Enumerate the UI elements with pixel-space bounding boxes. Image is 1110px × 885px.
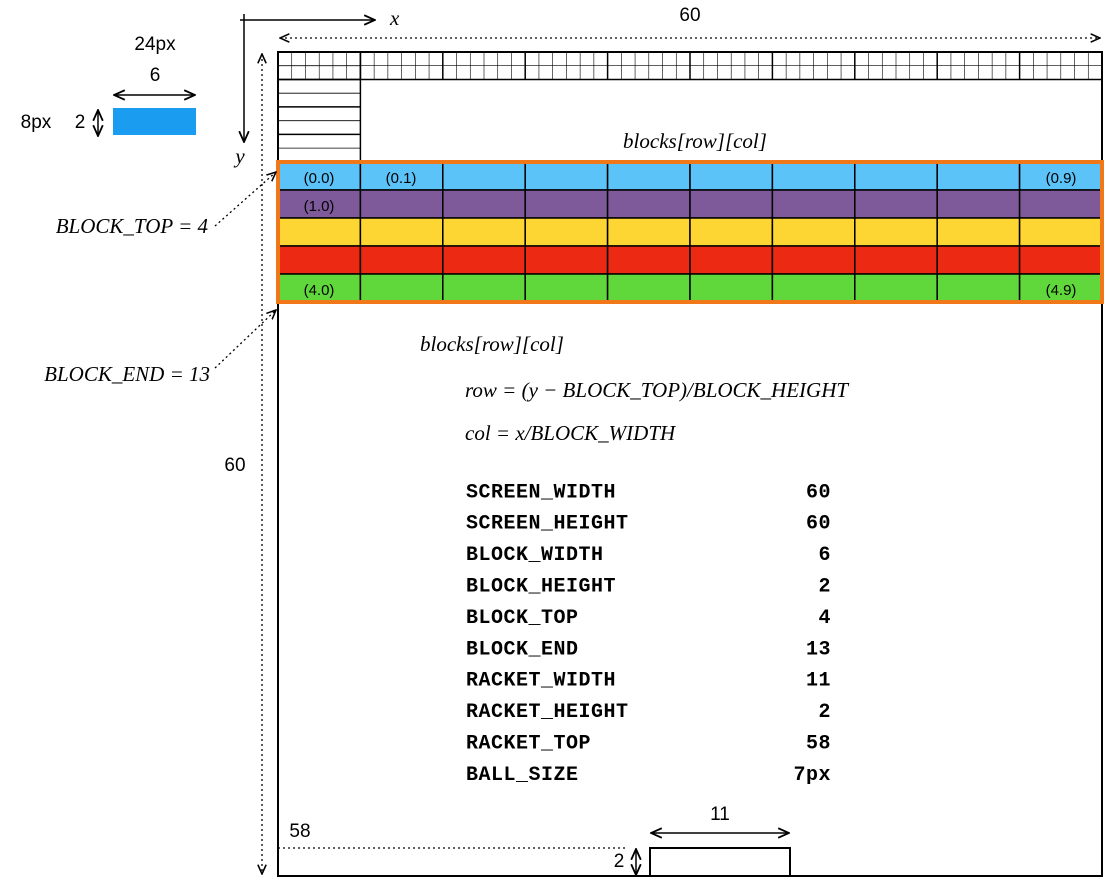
block — [936, 189, 1021, 219]
x-label: x — [389, 6, 400, 30]
block — [689, 245, 774, 275]
block — [606, 161, 691, 191]
block — [854, 189, 938, 219]
constant-value: 2 — [818, 575, 831, 598]
block-label: (0.9) — [1046, 170, 1077, 187]
block — [854, 245, 938, 275]
block — [1018, 217, 1103, 247]
constant-value: 13 — [806, 638, 831, 661]
block — [936, 161, 1021, 191]
block — [524, 273, 609, 303]
block — [606, 217, 691, 247]
block — [1018, 273, 1103, 303]
formula-row: row = (y − BLOCK_TOP)/BLOCK_HEIGHT — [465, 378, 849, 402]
block — [771, 273, 856, 303]
block — [442, 189, 526, 219]
block — [1018, 245, 1103, 275]
constant-name: BALL_SIZE — [466, 764, 579, 787]
block — [442, 217, 526, 247]
block — [689, 161, 774, 191]
constant-name: BLOCK_TOP — [466, 607, 579, 630]
block — [524, 217, 609, 247]
blocks-title: blocks[row][col] — [623, 129, 767, 153]
block-label: (4.9) — [1046, 282, 1077, 299]
block — [277, 161, 362, 191]
block-label: (0.0) — [304, 170, 335, 187]
block — [689, 189, 774, 219]
block — [854, 161, 938, 191]
width-label: 60 — [679, 5, 700, 26]
formula-title: blocks[row][col] — [420, 332, 564, 356]
block-height-px: 8px — [21, 112, 52, 133]
constant-name: RACKET_TOP — [466, 732, 591, 755]
block — [606, 245, 691, 275]
block — [771, 245, 856, 275]
block-top-annotation: BLOCK_TOP = 4 — [56, 214, 209, 238]
constant-name: BLOCK_HEIGHT — [466, 575, 616, 598]
block — [442, 245, 526, 275]
block — [359, 189, 444, 219]
block — [606, 189, 691, 219]
racket-height-label: 2 — [614, 851, 625, 872]
block — [277, 217, 362, 247]
constant-name: BLOCK_WIDTH — [466, 544, 604, 567]
block — [771, 189, 856, 219]
constant-name: BLOCK_END — [466, 638, 579, 661]
block — [359, 245, 444, 275]
block — [1018, 189, 1103, 219]
constant-value: 60 — [806, 481, 831, 504]
constant-value: 6 — [818, 544, 831, 567]
leader-line — [214, 172, 276, 227]
block — [689, 217, 774, 247]
block — [442, 273, 526, 303]
block — [442, 161, 526, 191]
block — [689, 273, 774, 303]
height-label: 60 — [224, 455, 245, 476]
block-width-px: 24px — [134, 34, 176, 55]
block — [277, 273, 362, 303]
constant-name: RACKET_HEIGHT — [466, 701, 629, 724]
block — [606, 273, 691, 303]
constant-name: SCREEN_HEIGHT — [466, 513, 629, 536]
racket — [649, 847, 791, 877]
block — [359, 273, 444, 303]
block — [854, 273, 938, 303]
block — [854, 217, 938, 247]
y-label: y — [233, 144, 245, 168]
block-area-border — [276, 160, 1104, 304]
racket-width-label: 11 — [710, 804, 730, 825]
constant-name: SCREEN_WIDTH — [466, 481, 616, 504]
block — [936, 217, 1021, 247]
blocks — [277, 161, 1103, 303]
constant-name: RACKET_WIDTH — [466, 670, 616, 693]
block-height: 2 — [75, 112, 86, 133]
block — [936, 273, 1021, 303]
constant-value: 4 — [818, 607, 831, 630]
block — [524, 245, 609, 275]
block — [936, 245, 1021, 275]
block — [277, 245, 362, 275]
block-label: (4.0) — [304, 282, 335, 299]
block-label: (1.0) — [304, 198, 335, 215]
block-end-annotation: BLOCK_END = 13 — [44, 362, 210, 386]
block — [771, 161, 856, 191]
leader-line — [214, 310, 276, 369]
constant-value: 11 — [806, 670, 831, 693]
block — [771, 217, 856, 247]
formula-col: col = x/BLOCK_WIDTH — [465, 421, 677, 445]
racket-top-label: 58 — [289, 821, 310, 842]
constant-value: 60 — [806, 513, 831, 536]
constant-value: 58 — [806, 732, 831, 755]
block — [1018, 161, 1103, 191]
constants-table: SCREEN_WIDTH 60 SCREEN_HEIGHT 60 BLOCK_WIDTH… — [466, 481, 831, 787]
block-label: (0.1) — [386, 170, 417, 187]
constant-value: 7px — [793, 764, 831, 787]
block — [524, 189, 609, 219]
block — [524, 161, 609, 191]
block — [359, 217, 444, 247]
constant-value: 2 — [818, 701, 831, 724]
block-width: 6 — [150, 65, 161, 86]
sample-block — [113, 108, 196, 135]
